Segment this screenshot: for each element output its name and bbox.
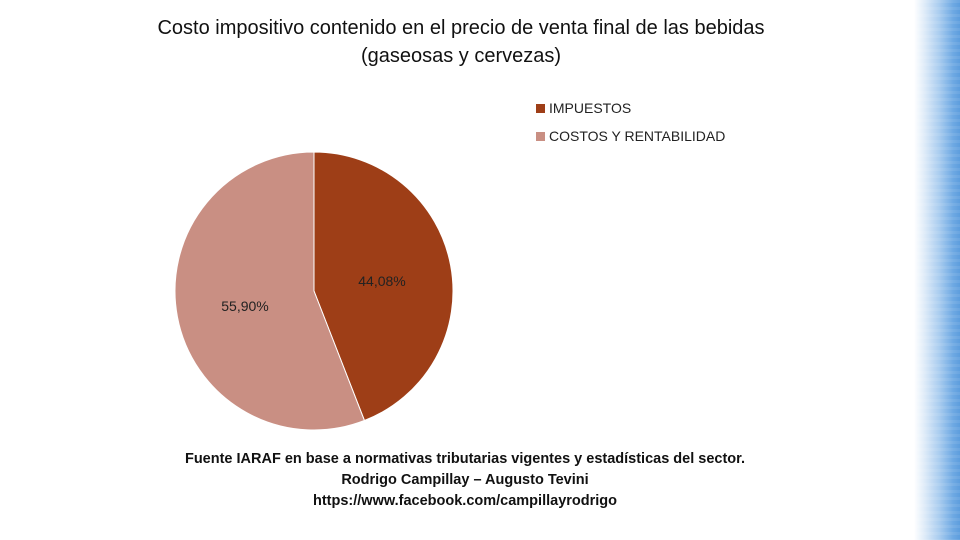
data-label-impuestos: 44,08% <box>358 273 405 289</box>
legend-swatch-impuestos <box>536 103 545 113</box>
legend-item-costos: COSTOS Y RENTABILIDAD <box>536 122 725 150</box>
pie-slice-impuestos <box>313 151 454 422</box>
source-footer: Fuente IARAF en base a normativas tribut… <box>160 449 770 512</box>
pie-slice-costos-y-rentabilidad <box>174 151 366 431</box>
data-label-costos-y-rentabilidad: 55,90% <box>221 298 268 314</box>
chart-title: Costo impositivo contenido en el precio … <box>157 17 765 67</box>
legend-label-costos: COSTOS Y RENTABILIDAD <box>549 128 726 144</box>
authors-line: Rodrigo Campillay – Augusto Tevini <box>341 472 589 488</box>
chart-legend: IMPUESTOS COSTOS Y RENTABILIDAD <box>536 94 725 150</box>
side-decorative-band <box>914 0 960 540</box>
legend-swatch-costos <box>536 131 545 141</box>
source-url-link[interactable]: https://www.facebook.com/campillayrodrig… <box>312 493 617 509</box>
legend-item-impuestos: IMPUESTOS <box>536 94 725 122</box>
source-note: Fuente IARAF en base a normativas tribut… <box>184 451 746 467</box>
legend-label-impuestos: IMPUESTOS <box>549 100 632 116</box>
